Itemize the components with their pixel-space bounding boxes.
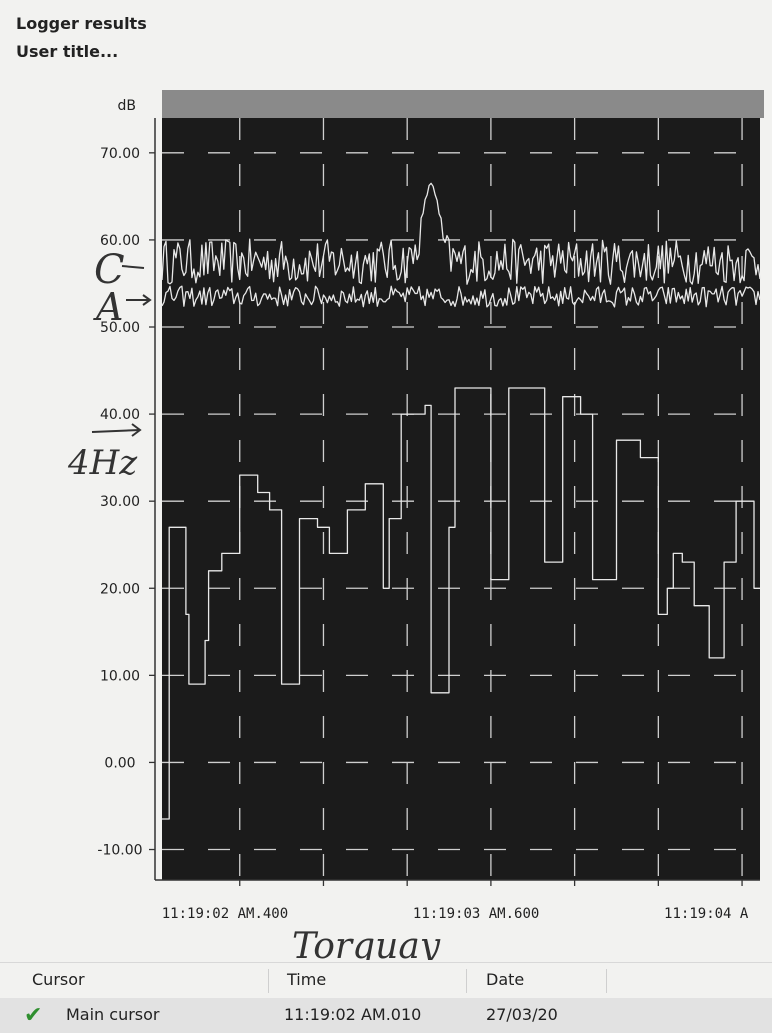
x-tick-labels: 11:19:02 AM.400 11:19:03 AM.600 11:19:04 A: [162, 906, 749, 922]
y-tick-label: 10.00: [100, 668, 140, 684]
annotation-location: Torquay: [292, 926, 441, 960]
annotation-c: C: [94, 247, 125, 293]
column-cursor[interactable]: Cursor: [32, 970, 85, 989]
chart: dB 70.00 60.00 50.00 40.00 30.00 20.00 10.00 0.…: [67, 90, 764, 960]
column-divider[interactable]: [268, 969, 269, 993]
annotation-a: A: [93, 285, 123, 329]
y-tick-label: -10.00: [97, 843, 142, 859]
y-tick-label: 60.00: [100, 233, 140, 249]
series-group: [161, 182, 761, 820]
y-tick-label: 70.00: [100, 146, 140, 162]
page-title: Logger results: [16, 14, 147, 33]
x-tick-label: 11:19:02 AM.400: [162, 906, 288, 922]
cursor-table-header: Cursor Time Date: [0, 962, 772, 997]
column-divider[interactable]: [466, 969, 467, 993]
cursor-date: 27/03/20: [486, 1005, 558, 1024]
checkmark-icon[interactable]: ✔: [24, 1003, 43, 1028]
column-date[interactable]: Date: [486, 970, 525, 989]
x-tick-label: 11:19:04 A: [664, 906, 749, 922]
y-tick-label: 20.00: [100, 581, 140, 597]
plot-area: [162, 118, 760, 880]
header: Logger results User title...: [16, 10, 147, 66]
y-unit-label: dB: [118, 98, 137, 114]
y-tick-labels: 70.00 60.00 50.00 40.00 30.00 20.00 10.00 0.00 -…: [97, 146, 142, 859]
x-tick-label: 11:19:03 AM.600: [413, 906, 539, 922]
y-tick-label: 30.00: [100, 494, 140, 510]
annotation-c-arrow: [121, 265, 145, 269]
annotation-4hz-arrow: [91, 423, 142, 437]
table-row[interactable]: Main cursor 11:19:02 AM.010 27/03/20: [0, 998, 772, 1033]
series-line-c: [161, 182, 761, 285]
cursor-name: Main cursor: [66, 1005, 160, 1024]
y-tick-label: 40.00: [100, 407, 140, 423]
series-line-a: [161, 285, 761, 308]
page-subtitle[interactable]: User title...: [16, 42, 119, 61]
chart-header-bar: [162, 90, 764, 118]
series-line-4hz: [162, 387, 760, 820]
column-time[interactable]: Time: [287, 970, 327, 989]
y-tick-label: 50.00: [100, 320, 140, 336]
column-divider[interactable]: [606, 969, 607, 993]
cursor-time: 11:19:02 AM.010: [284, 1005, 422, 1024]
y-tick-label: 0.00: [104, 755, 135, 771]
annotation-a-arrow: [126, 294, 152, 306]
annotation-4hz: 4Hz: [67, 443, 138, 483]
